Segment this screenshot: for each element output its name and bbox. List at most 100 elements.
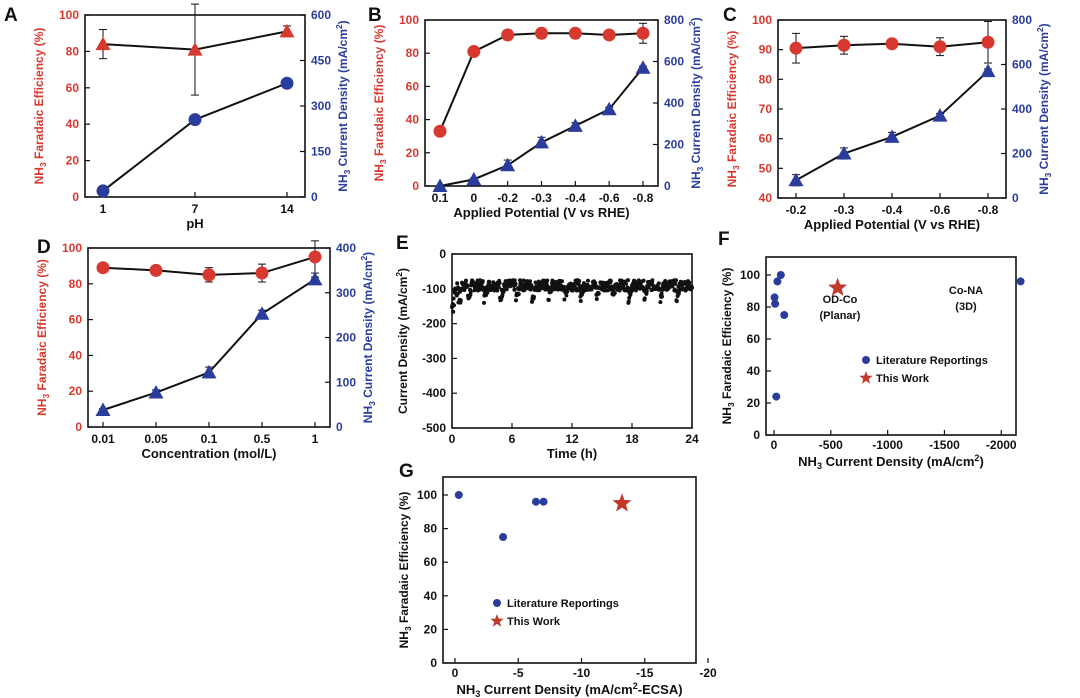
data-point: [568, 26, 582, 40]
data-point: [659, 291, 664, 296]
y-tick-label-left: 0: [75, 420, 82, 434]
label-part: Current Density (mA/cm: [689, 26, 703, 167]
data-point: [567, 118, 583, 132]
y-axis-label: NH3 Faradaic Efficiency (%): [720, 268, 736, 425]
data-point: [577, 279, 582, 284]
data-point: [594, 297, 599, 302]
y-axis-label-left: NH3 Faradaic Efficiency (%): [725, 31, 741, 188]
x-axis-label: NH3 Current Density (mA/cm2-ECSA): [456, 681, 682, 698]
data-point: [516, 292, 521, 297]
data-point: [96, 261, 110, 275]
legend-marker-star: [859, 371, 873, 384]
y-tick-label-right: 0: [311, 190, 318, 204]
data-point: [528, 279, 532, 284]
data-point: [546, 298, 551, 303]
label-part: 3: [378, 159, 388, 164]
y-tick-label-right: 300: [311, 99, 331, 113]
data-point: [788, 172, 804, 187]
y-tick-label-left: 100: [59, 8, 79, 22]
data-point: [500, 157, 516, 172]
data-point: [433, 124, 447, 138]
data-point: [521, 278, 526, 283]
y-tick-label-right: 400: [336, 241, 356, 255]
y-axis-label-left: NH3 Faradaic Efficiency (%): [372, 25, 388, 182]
panel-label-B: B: [368, 5, 382, 26]
label-part: Current Density (mA/cm: [1037, 32, 1051, 173]
series-line: [102, 278, 316, 411]
data-point: [771, 299, 780, 308]
x-tick-label: -0.8: [978, 203, 999, 217]
label-part: 3: [817, 461, 822, 471]
data-point: [636, 26, 650, 40]
x-tick-label: 0.1: [432, 191, 449, 205]
y-tick-label-right: 0: [664, 179, 671, 193]
x-tick-label: -2000: [986, 438, 1017, 452]
data-point: [496, 285, 501, 290]
data-point: [650, 278, 655, 283]
data-point: [499, 533, 508, 541]
data-point: [468, 289, 473, 294]
data-point: [255, 266, 269, 280]
data-point: [545, 278, 550, 283]
y-tick-label-left: 100: [399, 13, 419, 27]
x-axis-label: NH3 Current Density (mA/cm2): [798, 453, 984, 471]
y-tick-label-left: 60: [759, 132, 773, 146]
data-point: [497, 281, 502, 286]
data-point: [467, 45, 481, 59]
label-part: Current Density (mA/cm: [822, 454, 974, 469]
x-tick-label: 0.5: [254, 432, 271, 446]
series-line: [439, 67, 644, 187]
label-part: 2: [974, 453, 979, 463]
data-point: [673, 281, 678, 286]
x-tick-label: -0.4: [565, 191, 586, 205]
label-part: 3: [41, 394, 51, 399]
data-point: [690, 285, 694, 290]
y-tick-label-left: 70: [759, 102, 773, 116]
y-tick-label-left: 60: [406, 79, 420, 93]
label-part: 3: [403, 626, 413, 631]
y-tick-label: 0: [430, 656, 437, 670]
label-part: Faradaic Efficiency (%): [397, 492, 411, 627]
data-point: [201, 364, 217, 379]
label-part: NH: [725, 170, 739, 187]
data-point: [529, 283, 534, 288]
data-point: [531, 497, 540, 506]
label-part: NH: [32, 167, 46, 184]
data-point: [773, 277, 782, 286]
y-tick-label: 40: [424, 589, 438, 603]
legend-label: Literature Reportings: [876, 355, 988, 367]
label-part: Current Density (mA/cm: [396, 277, 410, 414]
x-tick-label: 1: [312, 432, 319, 446]
data-point: [454, 491, 463, 499]
panel-label-A: A: [4, 5, 18, 26]
legend-marker: [862, 356, 870, 364]
panel-label-E: E: [396, 233, 409, 254]
label-part: NH: [456, 682, 475, 697]
data-point: [612, 290, 617, 295]
annotation: Co-NA: [949, 285, 983, 297]
annotation: (3D): [955, 301, 977, 313]
label-part: NH: [361, 406, 375, 423]
data-point: [885, 37, 899, 51]
label-part: ): [979, 454, 983, 469]
data-point: [780, 311, 789, 319]
data-point: [432, 178, 448, 192]
x-tick-label: 0: [470, 191, 477, 205]
data-point: [149, 263, 163, 277]
data-point: [549, 288, 554, 293]
y-axis-label: NH3 Faradaic Efficiency (%): [397, 492, 413, 649]
data-point: [501, 28, 515, 42]
panel-label-G: G: [399, 461, 414, 482]
x-tick-label: -15: [636, 666, 654, 680]
data-point: [148, 385, 164, 399]
data-point: [836, 146, 852, 160]
data-point: [95, 402, 111, 416]
y-tick-label-left: 100: [62, 241, 82, 255]
data-point: [776, 271, 785, 279]
data-point: [663, 279, 668, 284]
x-tick-label: 6: [509, 432, 516, 446]
y-tick-label-left: 100: [752, 13, 772, 27]
y-tick-label-left: 80: [69, 277, 83, 291]
